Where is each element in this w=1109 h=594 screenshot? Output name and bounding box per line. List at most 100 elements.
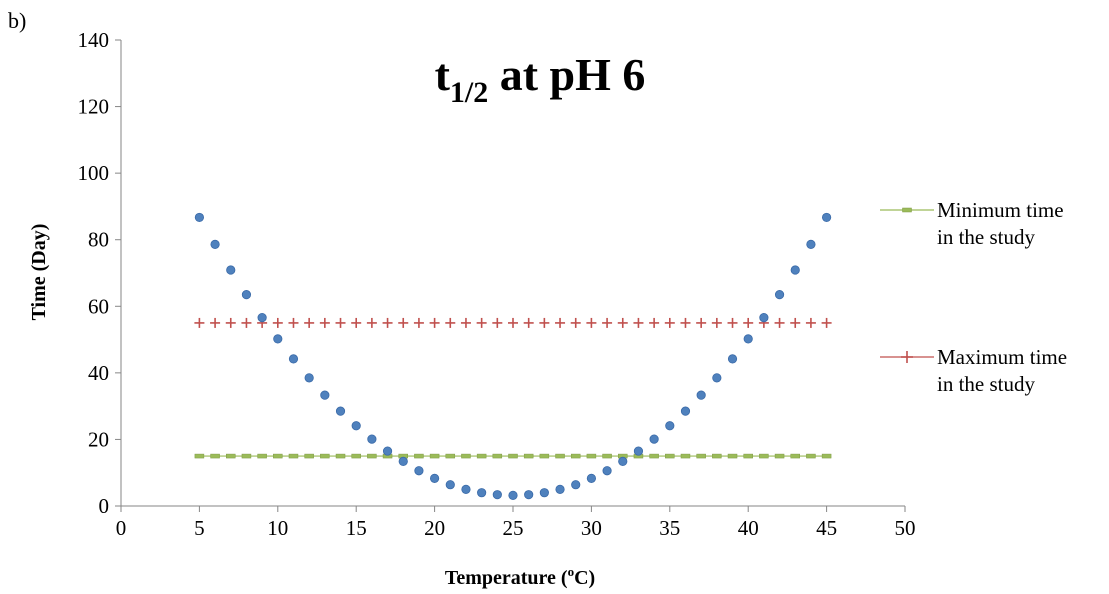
data-point xyxy=(743,317,754,328)
data-point xyxy=(727,317,738,328)
x-axis-title-sup: o xyxy=(568,564,575,579)
data-point xyxy=(492,453,503,459)
data-point xyxy=(664,317,675,328)
data-point xyxy=(665,421,675,431)
data-point xyxy=(602,466,612,476)
data-point xyxy=(210,239,220,249)
data-point xyxy=(821,317,832,328)
data-point xyxy=(790,317,801,328)
data-point xyxy=(273,453,283,459)
data-point xyxy=(194,453,205,459)
legend-label: Minimum time xyxy=(937,198,1064,222)
data-point xyxy=(633,446,644,456)
y-tick-label: 120 xyxy=(78,95,110,119)
data-point xyxy=(901,351,913,363)
data-point xyxy=(774,453,785,459)
data-point xyxy=(649,453,659,459)
data-point xyxy=(680,406,691,416)
y-tick-label: 60 xyxy=(88,294,109,318)
data-point xyxy=(727,453,738,459)
data-point xyxy=(790,453,800,459)
data-point xyxy=(712,453,722,459)
data-point xyxy=(351,421,361,431)
data-point xyxy=(304,317,315,328)
y-tick-label: 140 xyxy=(78,28,110,52)
x-axis-title-text: Temperature ( xyxy=(445,567,568,589)
data-point xyxy=(273,334,283,344)
y-tick-label: 80 xyxy=(88,228,109,252)
data-point xyxy=(288,453,299,459)
data-point xyxy=(680,317,691,328)
data-point xyxy=(523,317,534,328)
data-point xyxy=(476,453,487,459)
plot-series xyxy=(194,212,832,500)
data-point xyxy=(774,290,785,300)
legend-label: Maximum time xyxy=(937,345,1067,369)
data-point xyxy=(460,317,471,328)
data-point xyxy=(429,453,440,459)
x-tick-label: 50 xyxy=(895,516,916,540)
data-point xyxy=(759,313,769,323)
data-point xyxy=(618,456,628,466)
data-point xyxy=(586,453,597,459)
data-point xyxy=(680,453,691,459)
data-point xyxy=(476,317,487,328)
data-point xyxy=(320,453,330,459)
chart-title-rest: at pH 6 xyxy=(488,49,645,100)
data-point xyxy=(194,317,205,328)
x-tick-label: 35 xyxy=(659,516,680,540)
series-minimum-time-in-the-study xyxy=(194,453,832,459)
x-axis-title-end: C) xyxy=(574,567,595,589)
data-point xyxy=(210,453,220,459)
y-tick-label: 40 xyxy=(88,361,109,385)
x-tick-label: 20 xyxy=(424,516,445,540)
data-point xyxy=(806,453,816,459)
data-point xyxy=(367,453,377,459)
data-point xyxy=(414,466,424,476)
axes: 0 20 40 60 80 100 120 140 0 5 10 15 20 25 30 35 40 45 50 xyxy=(78,28,916,540)
data-point xyxy=(382,446,393,456)
data-point xyxy=(367,434,377,444)
data-point xyxy=(586,473,597,483)
data-point xyxy=(570,453,581,459)
data-point xyxy=(225,317,236,328)
data-point xyxy=(429,473,440,483)
data-point xyxy=(617,317,628,328)
data-point xyxy=(398,456,408,466)
data-point xyxy=(696,317,707,328)
data-point xyxy=(743,453,753,459)
data-point xyxy=(288,354,299,364)
legend-item: Minimum time in the study xyxy=(880,198,1064,249)
data-point xyxy=(257,313,267,323)
data-point xyxy=(413,317,424,328)
series-maximum-time-in-the-study xyxy=(194,317,832,328)
data-point xyxy=(665,453,675,459)
x-tick-label: 25 xyxy=(503,516,524,540)
data-point xyxy=(524,490,534,500)
data-point xyxy=(288,317,299,328)
data-point xyxy=(335,453,346,459)
data-point xyxy=(602,453,612,459)
data-point xyxy=(445,317,456,328)
data-point xyxy=(429,317,440,328)
data-point xyxy=(806,239,816,249)
data-point xyxy=(602,317,613,328)
data-point xyxy=(743,334,753,344)
data-point xyxy=(570,317,581,328)
data-point xyxy=(727,354,738,364)
chart-title-subscript: 1/2 xyxy=(450,76,488,109)
data-point xyxy=(445,453,456,459)
y-axis-title: Time (Day) xyxy=(28,224,50,321)
data-point xyxy=(696,453,706,459)
series-half-life xyxy=(194,212,832,500)
data-point xyxy=(226,265,236,275)
data-point xyxy=(696,390,706,400)
data-point xyxy=(821,453,832,459)
data-point xyxy=(805,317,816,328)
x-tick-label: 45 xyxy=(816,516,837,540)
data-point xyxy=(351,317,362,328)
x-axis-title: Temperature (oC) xyxy=(445,564,595,589)
data-point xyxy=(711,317,722,328)
data-point xyxy=(319,317,330,328)
